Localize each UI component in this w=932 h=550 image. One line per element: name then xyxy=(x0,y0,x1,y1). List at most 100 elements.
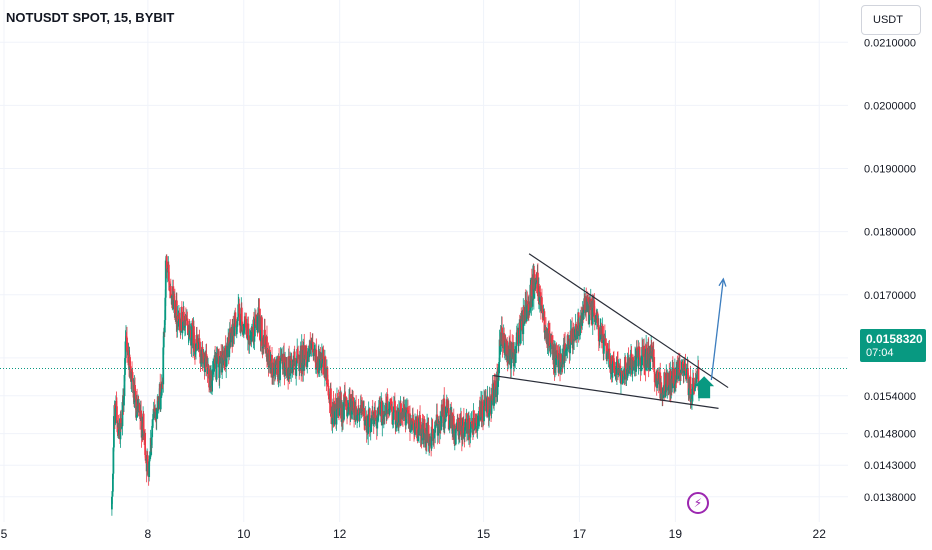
candle-body xyxy=(514,349,517,364)
candle-body xyxy=(694,377,697,388)
candle-body xyxy=(386,396,389,404)
candle-body xyxy=(441,404,444,417)
candle-body xyxy=(690,398,692,402)
candle-body xyxy=(229,328,232,343)
candle-body xyxy=(638,349,641,358)
candle-body xyxy=(559,354,562,372)
candle-body xyxy=(563,343,566,363)
candle-body xyxy=(296,349,299,361)
lightning-icon[interactable]: ⚡︎ xyxy=(687,492,709,514)
candle-body xyxy=(250,327,253,342)
candle-body xyxy=(433,432,436,438)
candle-body xyxy=(328,399,331,403)
symbol-title[interactable]: NOTUSDT SPOT, 15, BYBIT xyxy=(6,10,175,25)
candle-body xyxy=(690,398,693,400)
candle-body xyxy=(446,408,449,413)
candle-body xyxy=(503,333,506,353)
candle-body xyxy=(328,395,330,400)
candle-body xyxy=(301,345,304,363)
candle-body xyxy=(641,346,644,366)
candle-body xyxy=(357,410,360,415)
candle-body xyxy=(423,419,426,430)
candle-body xyxy=(204,352,206,373)
candle-body xyxy=(253,336,256,342)
candle-body xyxy=(506,340,509,355)
up-arrow-icon xyxy=(694,376,715,399)
candle-body xyxy=(687,367,689,379)
candle-body xyxy=(588,303,591,325)
candle-body xyxy=(217,354,220,358)
candle-body xyxy=(470,421,472,429)
candle-body xyxy=(608,358,611,369)
candle-body xyxy=(576,328,579,340)
candle-body xyxy=(449,414,452,421)
candle-body xyxy=(694,387,696,391)
candle-body xyxy=(447,408,450,430)
candle-body xyxy=(377,414,380,418)
candle-body xyxy=(285,362,288,372)
candle-body xyxy=(691,394,693,399)
candle-body xyxy=(361,408,364,411)
candle-body xyxy=(266,336,268,362)
x-tick-label: 17 xyxy=(573,527,587,541)
candle-body xyxy=(291,360,294,373)
candle-body xyxy=(572,328,575,341)
currency-button[interactable]: USDT xyxy=(861,5,921,35)
candle-body xyxy=(370,424,373,427)
candle-body xyxy=(533,269,536,290)
candle-body xyxy=(149,456,152,460)
candle-body xyxy=(445,405,448,418)
candle-body xyxy=(200,349,203,363)
candle-body xyxy=(383,414,386,416)
candle-body xyxy=(402,404,405,418)
candle-body xyxy=(498,362,501,374)
candle-body xyxy=(601,325,604,335)
candle-body xyxy=(191,323,193,338)
candle-body xyxy=(207,368,209,375)
candle-body xyxy=(677,360,680,379)
candle-body xyxy=(386,403,389,414)
candle-body xyxy=(191,323,194,326)
candle-body xyxy=(557,355,559,360)
candle-body xyxy=(656,370,659,379)
candle-body xyxy=(269,350,271,364)
candle-body xyxy=(493,382,495,406)
candle-body xyxy=(239,319,242,327)
candle-body xyxy=(628,358,631,370)
candle-body xyxy=(538,292,541,303)
candle-body xyxy=(414,423,416,435)
candle-body xyxy=(273,359,276,369)
candle-body xyxy=(464,418,467,424)
candle-body xyxy=(417,430,419,441)
candle-body xyxy=(194,351,197,355)
candle-body xyxy=(664,390,667,392)
candle-body xyxy=(236,317,239,322)
candle-body xyxy=(481,401,484,417)
candle-body xyxy=(544,330,546,333)
candle-body xyxy=(565,349,568,351)
candle-body xyxy=(374,410,377,420)
candle-body xyxy=(526,301,529,306)
y-tick-label: 0.0154000 xyxy=(864,391,916,403)
candle-body xyxy=(518,322,521,336)
candle-body xyxy=(523,315,526,324)
candle-body xyxy=(622,374,624,384)
candle-body xyxy=(238,303,241,314)
candle-body xyxy=(588,303,591,306)
candle-body xyxy=(376,410,379,429)
candle-body xyxy=(530,279,533,300)
candle-body xyxy=(154,411,157,413)
candle-body xyxy=(172,296,175,310)
candle-body xyxy=(130,371,133,382)
candle-body xyxy=(229,340,232,343)
candle-body xyxy=(291,367,294,373)
candle-body xyxy=(214,356,217,365)
candle-body xyxy=(302,349,305,372)
candle-body xyxy=(534,281,537,289)
candle-body xyxy=(605,351,608,360)
candle-body xyxy=(454,429,457,445)
candle-body xyxy=(566,347,568,350)
candle-body xyxy=(617,367,620,375)
